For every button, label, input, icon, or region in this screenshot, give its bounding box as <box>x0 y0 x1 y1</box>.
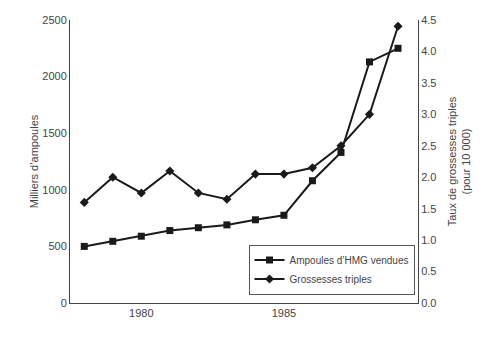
svg-text:0.0: 0.0 <box>421 297 436 309</box>
svg-text:Grossesses triples: Grossesses triples <box>290 274 372 285</box>
svg-text:1000: 1000 <box>42 184 66 196</box>
svg-text:1980: 1980 <box>129 307 153 319</box>
svg-text:Milliers d’ampoules: Milliers d’ampoules <box>28 114 40 208</box>
svg-text:Ampoules d’HMG vendues: Ampoules d’HMG vendues <box>290 255 409 266</box>
svg-text:1500: 1500 <box>42 127 66 139</box>
svg-text:3.5: 3.5 <box>421 77 436 89</box>
svg-text:1985: 1985 <box>272 307 296 319</box>
svg-text:0.5: 0.5 <box>421 265 436 277</box>
svg-text:1.5: 1.5 <box>421 203 436 215</box>
svg-text:0: 0 <box>61 297 67 309</box>
svg-text:2.0: 2.0 <box>421 171 436 183</box>
svg-text:3.0: 3.0 <box>421 108 436 120</box>
svg-text:2.5: 2.5 <box>421 140 436 152</box>
svg-text:500: 500 <box>48 240 66 252</box>
svg-text:2500: 2500 <box>42 14 66 26</box>
svg-text:4.5: 4.5 <box>421 14 436 26</box>
svg-text:1.0: 1.0 <box>421 234 436 246</box>
svg-text:Taux de grossesses triples(pou: Taux de grossesses triples(pour 10 000) <box>446 96 472 226</box>
svg-text:4.0: 4.0 <box>421 45 436 57</box>
svg-text:2000: 2000 <box>42 70 66 82</box>
